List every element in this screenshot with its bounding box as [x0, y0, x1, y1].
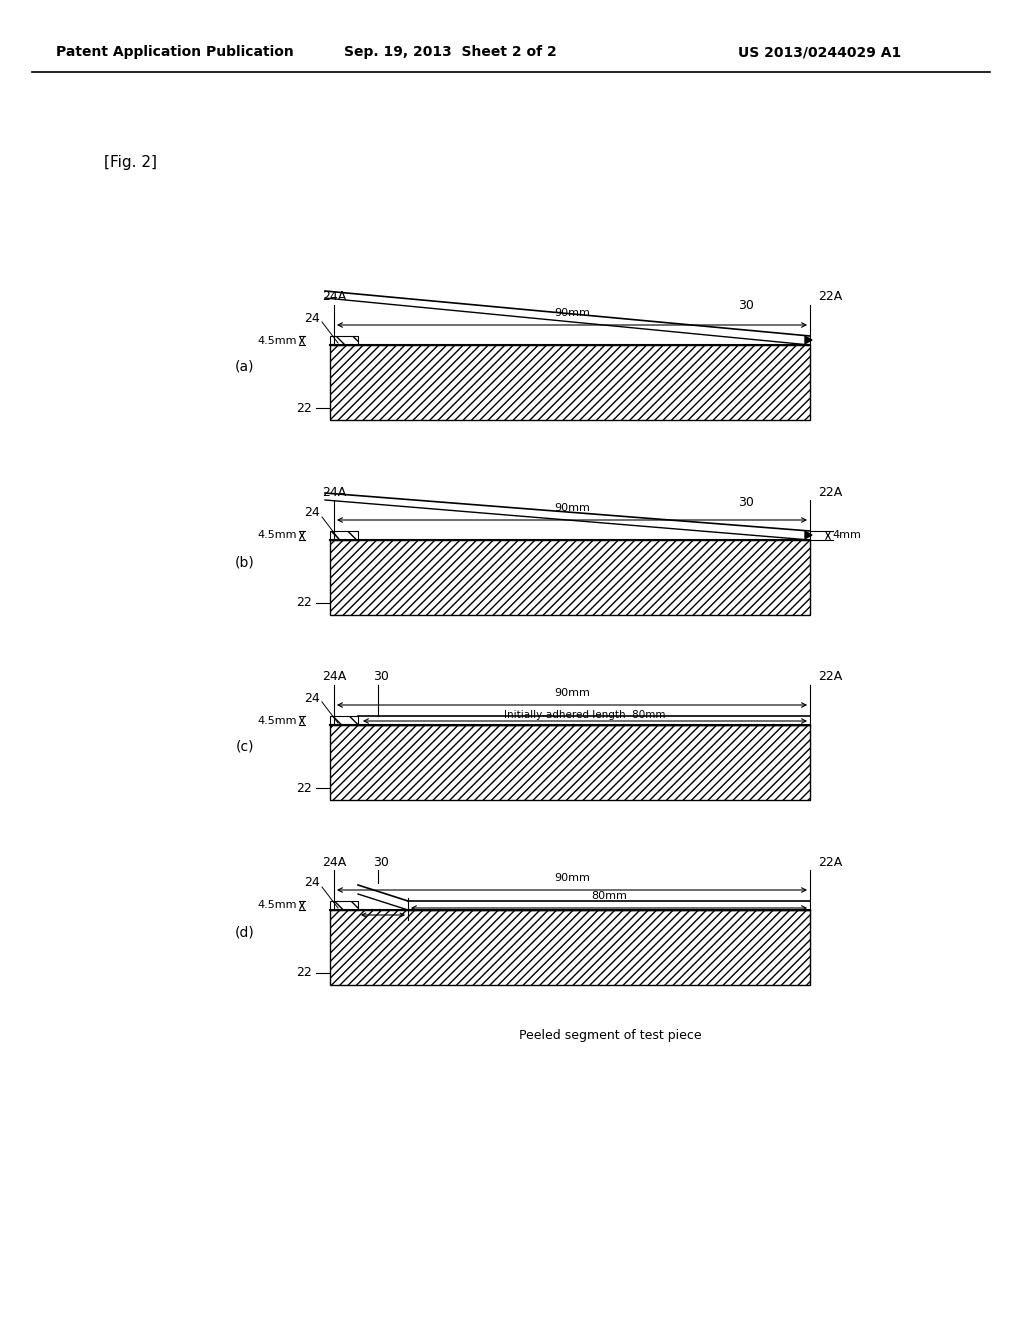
Text: 80mm: 80mm [591, 891, 627, 902]
Text: 30: 30 [737, 496, 754, 510]
Text: 30: 30 [373, 671, 389, 684]
Text: 24: 24 [304, 692, 319, 705]
Text: 4.5mm: 4.5mm [257, 531, 297, 540]
Bar [330, 715, 358, 725]
Text: US 2013/0244029 A1: US 2013/0244029 A1 [738, 45, 901, 59]
Text: 24: 24 [304, 876, 319, 890]
Text: 24A: 24A [322, 290, 346, 304]
Bar [330, 531, 358, 540]
Text: 24: 24 [304, 507, 319, 520]
Text: [Fig. 2]: [Fig. 2] [103, 154, 157, 169]
Text: 90mm: 90mm [554, 308, 590, 318]
Text: 90mm: 90mm [554, 503, 590, 513]
Polygon shape [805, 531, 812, 539]
Text: 24A: 24A [322, 855, 346, 869]
Bar [330, 909, 810, 985]
Text: (a): (a) [236, 360, 255, 374]
Text: 4.5mm: 4.5mm [257, 335, 297, 346]
Bar [330, 902, 358, 909]
Bar [330, 540, 810, 615]
Text: 22: 22 [296, 401, 312, 414]
Text: 24A: 24A [322, 671, 346, 684]
Bar [330, 345, 810, 420]
Text: Initially-adhered length  80mm: Initially-adhered length 80mm [504, 710, 666, 719]
Text: (d): (d) [236, 925, 255, 939]
Text: Sep. 19, 2013  Sheet 2 of 2: Sep. 19, 2013 Sheet 2 of 2 [344, 45, 556, 59]
Text: 22A: 22A [818, 671, 842, 684]
Text: 4.5mm: 4.5mm [257, 900, 297, 911]
Text: 22A: 22A [818, 486, 842, 499]
Bar [330, 337, 358, 345]
Text: 90mm: 90mm [554, 873, 590, 883]
Text: 22: 22 [296, 597, 312, 610]
Text: 4.5mm: 4.5mm [257, 715, 297, 726]
Text: (c): (c) [236, 741, 254, 754]
Text: 22: 22 [296, 966, 312, 979]
Text: 30: 30 [737, 298, 754, 312]
Text: 90mm: 90mm [554, 688, 590, 698]
Polygon shape [805, 337, 812, 343]
Text: 24: 24 [304, 312, 319, 325]
Bar [330, 725, 810, 800]
Text: (b): (b) [236, 554, 255, 569]
Text: 24A: 24A [322, 486, 346, 499]
Text: Patent Application Publication: Patent Application Publication [56, 45, 294, 59]
Text: 30: 30 [373, 855, 389, 869]
Text: 22A: 22A [818, 290, 842, 304]
Text: 22: 22 [296, 781, 312, 795]
Text: Peeled segment of test piece: Peeled segment of test piece [519, 1028, 701, 1041]
Text: 4mm: 4mm [831, 531, 861, 540]
Text: 22A: 22A [818, 855, 842, 869]
